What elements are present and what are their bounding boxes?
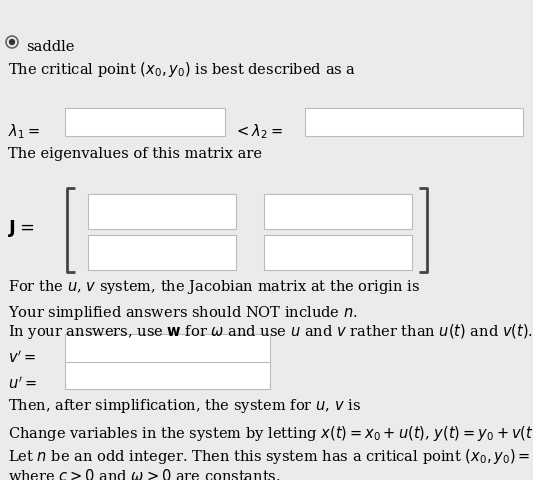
Text: Then, after simplification, the system for $\mathit{u}$, $\mathit{v}$ is: Then, after simplification, the system f… bbox=[8, 397, 361, 415]
Text: where $c > 0$ and $\omega > 0$ are constants.: where $c > 0$ and $\omega > 0$ are const… bbox=[8, 468, 281, 480]
Text: $\lambda_1 =$: $\lambda_1 =$ bbox=[8, 122, 40, 141]
Text: $v' =$: $v' =$ bbox=[8, 349, 36, 366]
Text: Your simplified answers should NOT include $\mathit{n}$.: Your simplified answers should NOT inclu… bbox=[8, 304, 358, 322]
Text: $\mathbf{J} =$: $\mathbf{J} =$ bbox=[8, 218, 34, 239]
Text: $< \lambda_2 =$: $< \lambda_2 =$ bbox=[234, 122, 283, 141]
FancyBboxPatch shape bbox=[264, 235, 412, 270]
Text: In your answers, use $\mathbf{w}$ for $\omega$ and use $\mathit{u}$ and $\mathit: In your answers, use $\mathbf{w}$ for $\… bbox=[8, 322, 533, 341]
Text: saddle: saddle bbox=[26, 40, 75, 54]
FancyBboxPatch shape bbox=[88, 235, 236, 270]
FancyBboxPatch shape bbox=[65, 361, 270, 389]
Circle shape bbox=[10, 39, 14, 45]
FancyBboxPatch shape bbox=[264, 194, 412, 229]
Text: For the $\mathit{u}$, $\mathit{v}$ system, the Jacobian matrix at the origin is: For the $\mathit{u}$, $\mathit{v}$ syste… bbox=[8, 278, 420, 296]
FancyBboxPatch shape bbox=[65, 108, 225, 136]
FancyBboxPatch shape bbox=[88, 194, 236, 229]
Text: $u' =$: $u' =$ bbox=[8, 375, 37, 392]
Text: The critical point $(x_0, y_0)$ is best described as a: The critical point $(x_0, y_0)$ is best … bbox=[8, 60, 356, 79]
Text: Let $\mathit{n}$ be an odd integer. Then this system has a critical point $(x_0,: Let $\mathit{n}$ be an odd integer. Then… bbox=[8, 447, 533, 466]
Text: Change variables in the system by letting $x(t) = x_0 + u(t)$, $y(t) = y_0 + v(t: Change variables in the system by lettin… bbox=[8, 424, 533, 443]
FancyBboxPatch shape bbox=[65, 334, 270, 362]
FancyBboxPatch shape bbox=[305, 108, 523, 136]
Text: The eigenvalues of this matrix are: The eigenvalues of this matrix are bbox=[8, 147, 262, 161]
